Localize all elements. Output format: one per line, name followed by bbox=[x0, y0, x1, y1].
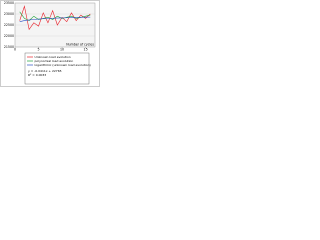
legend-label: Unknown load evolution bbox=[35, 55, 71, 59]
y-tick-label: 23000 bbox=[4, 12, 14, 16]
x-axis-title: Number of cycles bbox=[66, 43, 94, 47]
y-tick-label: 22000 bbox=[4, 34, 14, 38]
legend-label: polynomial load evolution bbox=[35, 59, 74, 63]
legend-box bbox=[24, 52, 90, 85]
x-tick-label: 5 bbox=[38, 48, 40, 52]
x-tick-label: 15 bbox=[84, 48, 88, 52]
chart: Number of cycles 21500 22000 22500 23000 235… bbox=[0, 0, 100, 87]
y-tick-label: 22500 bbox=[4, 23, 14, 27]
x-tick-label: 10 bbox=[60, 48, 64, 52]
series-line bbox=[19, 16, 91, 22]
annotation: R² = 0.0033 bbox=[28, 73, 46, 77]
y-tick-label: 21500 bbox=[4, 45, 14, 49]
y-tick-label: 23500 bbox=[4, 1, 14, 5]
x-tick-label: 0 bbox=[14, 48, 16, 52]
legend-label: logarithmic (unknown load evolution) bbox=[35, 63, 91, 67]
annotation: y = -0.0411x + 22765 bbox=[28, 69, 62, 73]
series-line bbox=[19, 11, 91, 21]
